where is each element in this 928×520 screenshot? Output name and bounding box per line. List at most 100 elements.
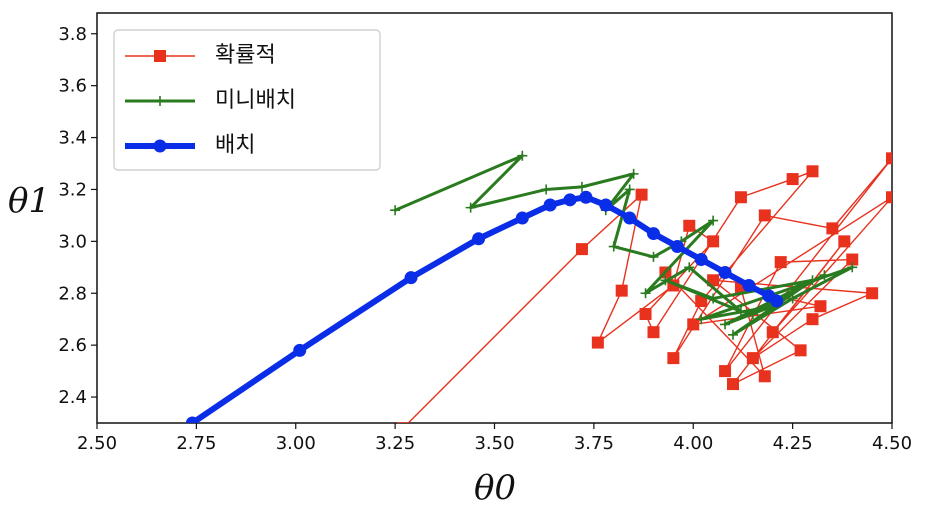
point-minibatch <box>735 306 746 317</box>
point-sgd <box>687 318 700 331</box>
point-sgd <box>766 326 779 339</box>
point-batch <box>694 253 708 267</box>
legend-items <box>125 50 195 153</box>
series-layer <box>185 150 892 423</box>
point-sgd <box>758 209 771 222</box>
y-tick-label-3-2: 3.2 <box>58 179 87 200</box>
point-sgd <box>746 352 759 365</box>
point-sgd <box>814 300 827 313</box>
legend-label-sgd: 확률적 <box>215 43 276 68</box>
point-sgd <box>846 253 859 266</box>
y-tick-label-2-6: 2.6 <box>58 335 87 356</box>
point-sgd <box>758 370 771 383</box>
point-sgd <box>647 326 660 339</box>
x-tick-label-4-25: 4.25 <box>773 433 813 454</box>
point-sgd <box>615 284 628 297</box>
point-batch <box>404 271 418 285</box>
point-sgd <box>806 165 819 178</box>
point-sgd <box>727 378 739 391</box>
series-minibatch <box>390 150 858 340</box>
point-batch <box>515 211 529 225</box>
y-tick-label-3-4: 3.4 <box>58 128 87 149</box>
point-sgd <box>575 243 588 256</box>
point-batch <box>293 343 307 357</box>
legend-box <box>113 29 381 171</box>
point-minibatch <box>465 202 476 213</box>
point-batch <box>579 190 593 204</box>
point-minibatch <box>728 329 738 340</box>
point-sgd <box>695 295 708 308</box>
point-sgd <box>591 336 604 349</box>
tick-layer: 2.50 2.75 3.00 3.25 3.50 3.75 4.00 4.25 4.50 2.4 2… <box>58 24 912 454</box>
y-axis-title: θ1 <box>8 181 50 221</box>
point-batch <box>543 198 557 212</box>
point-minibatch <box>708 293 719 304</box>
point-sgd <box>774 256 787 269</box>
point-minibatch <box>576 181 587 192</box>
y-tick-label-2-8: 2.8 <box>58 283 87 304</box>
point-sgd <box>667 352 680 365</box>
legend-label-batch: 배치 <box>215 133 255 158</box>
point-minibatch <box>541 184 552 195</box>
legend-swatch-marker-batch <box>153 139 167 153</box>
x-tick-label-3-00: 3.00 <box>276 433 316 454</box>
point-sgd <box>806 313 819 326</box>
x-tick-label-3-25: 3.25 <box>375 433 415 454</box>
legend: 확률적 미니배치 배치 <box>113 29 381 171</box>
point-minibatch <box>708 215 719 226</box>
point-minibatch <box>660 275 671 286</box>
x-axis-title: θ0 <box>474 468 516 508</box>
legend-swatch-marker-sgd <box>154 50 166 62</box>
point-batch <box>185 416 199 423</box>
point-sgd <box>707 235 720 248</box>
point-batch <box>647 227 660 241</box>
point-sgd <box>397 422 410 423</box>
point-sgd <box>719 365 732 378</box>
point-minibatch <box>628 168 639 179</box>
point-batch <box>623 211 637 225</box>
point-minibatch <box>517 150 528 161</box>
point-minibatch <box>648 251 659 262</box>
x-tick-label-3-75: 3.75 <box>574 433 614 454</box>
y-tick-label-3-6: 3.6 <box>58 76 87 97</box>
x-tick-label-4-50: 4.50 <box>872 433 912 454</box>
point-minibatch <box>390 205 401 216</box>
point-batch <box>472 232 486 246</box>
point-batch <box>742 278 756 292</box>
point-sgd <box>886 152 892 165</box>
point-batch <box>770 294 784 308</box>
point-minibatch <box>608 241 619 252</box>
point-minibatch <box>684 262 695 273</box>
point-sgd <box>734 191 747 204</box>
point-sgd <box>786 173 799 186</box>
y-tick-label-3-8: 3.8 <box>58 24 87 45</box>
x-tick-label-2-75: 2.75 <box>176 433 216 454</box>
y-tick-label-2-4: 2.4 <box>58 387 87 408</box>
point-minibatch <box>640 288 651 299</box>
series-batch <box>185 190 784 423</box>
point-sgd <box>826 222 839 235</box>
point-minibatch <box>747 309 758 320</box>
point-batch <box>563 193 577 207</box>
x-tick-label-2-50: 2.50 <box>77 433 117 454</box>
point-sgd <box>639 308 652 321</box>
point-minibatch <box>696 314 707 325</box>
point-minibatch <box>819 270 830 281</box>
legend-swatch-marker-minibatch <box>155 96 165 106</box>
point-sgd <box>838 235 851 248</box>
point-minibatch <box>787 293 798 304</box>
point-batch <box>670 240 684 254</box>
x-tick-label-3-50: 3.50 <box>474 433 514 454</box>
point-sgd <box>683 219 696 232</box>
point-sgd <box>794 344 807 357</box>
y-tick-label-3-0: 3.0 <box>58 231 87 252</box>
point-sgd <box>886 191 892 204</box>
point-batch <box>599 198 613 212</box>
point-sgd <box>635 188 648 201</box>
point-minibatch <box>624 184 635 195</box>
point-minibatch <box>847 262 858 273</box>
point-sgd <box>866 287 879 300</box>
x-tick-label-4-00: 4.00 <box>673 433 713 454</box>
